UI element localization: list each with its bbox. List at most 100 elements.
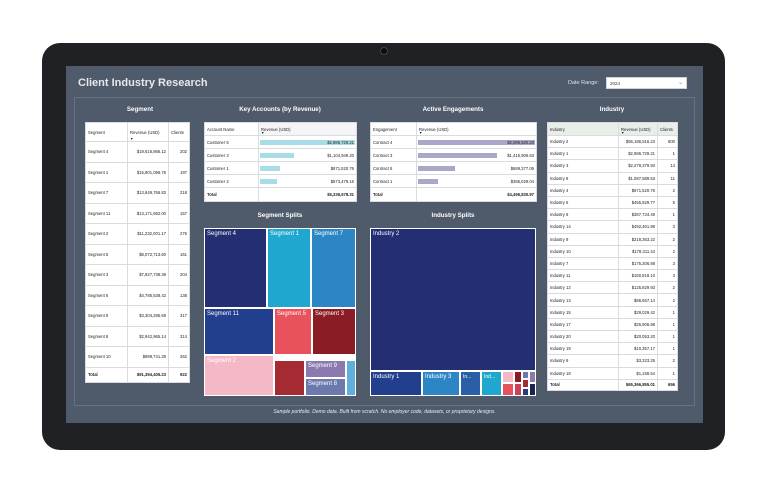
segment-revenue: $13,171,692.00 <box>127 202 169 224</box>
table-row[interactable]: Segment 10 $989,741.29 262 <box>85 346 190 368</box>
table-row[interactable]: Customer 5 $2,986,729.21 <box>204 135 357 149</box>
treemap-tile[interactable]: Segment 3 <box>312 308 356 355</box>
sort-down-icon: ▼ <box>130 137 134 141</box>
industry-revenue: $56,186,516.23 <box>618 134 658 149</box>
column-header-engagement[interactable]: Engagement <box>370 122 417 136</box>
column-header-segment[interactable]: Segment <box>85 122 128 142</box>
table-row[interactable]: Segment 4 $19,616,866.12 202 <box>85 141 190 163</box>
table-row[interactable]: Customer 3 $1,104,949.20 <box>204 148 357 162</box>
industry-name: Industry 15 <box>547 305 619 319</box>
segment-name: Segment 11 <box>85 202 128 224</box>
industry-revenue: $10,357.17 <box>618 342 658 356</box>
treemap-tile[interactable]: Segment 7 <box>311 228 356 308</box>
treemap-tile[interactable]: Segment 2 <box>204 355 274 396</box>
table-row[interactable]: Industry 1 $2,986,729.21 1 <box>547 147 678 161</box>
revenue-value: $385,029.04 <box>510 178 534 184</box>
table-row[interactable]: Industry 6 $387,734.49 1 <box>547 208 678 222</box>
table-row[interactable]: Customer 1 $671,520.76 <box>204 161 357 175</box>
table-row[interactable]: Contract 1 $385,029.04 <box>370 174 537 188</box>
table-row[interactable]: Segment 7 $13,649,766.83 218 <box>85 182 190 204</box>
table-row[interactable]: Industry 8 $1,087,589.53 11 <box>547 171 678 185</box>
treemap-tile[interactable]: Segment 11 <box>204 308 274 355</box>
industry-name: Industry 14 <box>547 220 619 234</box>
table-row[interactable]: Industry 5 $455,929.77 5 <box>547 195 678 210</box>
table-row[interactable]: Industry 2 $56,186,516.23 600 <box>547 134 678 149</box>
table-row[interactable]: Segment 11 $13,171,692.00 157 <box>85 202 190 224</box>
revenue-value: $1,415,906.63 <box>507 152 534 158</box>
industry-name: Industry 7 <box>547 256 619 271</box>
industry-clients: 1 <box>657 366 678 380</box>
date-range-select[interactable]: 2024 ⌄ <box>606 77 687 89</box>
treemap-tile[interactable]: Industry 3 <box>422 371 460 396</box>
table-row[interactable]: Industry 13 $86,657.14 2 <box>547 293 678 307</box>
table-row[interactable]: Industry 10 $178,311.44 2 <box>547 244 678 258</box>
revenue-bar <box>418 153 497 158</box>
treemap-tile[interactable]: Industry 2 <box>370 228 536 371</box>
table-row[interactable]: Industry 19 $10,357.17 1 <box>547 342 678 356</box>
industry-clients: 11 <box>657 171 678 185</box>
column-header-revenue[interactable]: Revenue (USD) ▼ <box>618 122 658 136</box>
column-header-clients[interactable]: Clients <box>168 122 190 142</box>
treemap-tile[interactable] <box>346 360 356 396</box>
industry-name: Industry 10 <box>547 244 619 258</box>
column-header-clients[interactable]: Clients <box>657 122 678 136</box>
table-row[interactable]: Segment 2 $11,232,001.17 276 <box>85 223 190 245</box>
table-row[interactable]: Segment 8 $2,942,965.14 314 <box>85 325 190 347</box>
treemap-tile[interactable] <box>522 379 529 388</box>
table-row[interactable]: Segment 5 $8,072,713.60 161 <box>85 243 190 265</box>
treemap-tile[interactable]: Segment 5 <box>274 308 312 355</box>
treemap-tile[interactable] <box>529 371 536 383</box>
treemap-tile[interactable] <box>514 371 522 383</box>
table-row[interactable]: Industry 11 $160,818.10 3 <box>547 269 678 283</box>
table-row[interactable]: Industry 14 $492,461.98 3 <box>547 220 678 234</box>
table-row[interactable]: Segment 6 $4,785,538.42 138 <box>85 284 190 306</box>
segment-revenue: $13,649,766.83 <box>127 182 169 204</box>
treemap-tile[interactable] <box>502 383 514 396</box>
treemap-tile[interactable]: Ind... <box>481 371 502 396</box>
industry-name: Industry 13 <box>547 293 619 307</box>
treemap-tile[interactable] <box>502 371 514 383</box>
segment-revenue: $11,232,001.17 <box>127 223 169 245</box>
table-row[interactable]: Segment 1 $15,801,096.76 197 <box>85 161 190 183</box>
table-row[interactable]: Segment 9 $3,304,285.69 317 <box>85 305 190 327</box>
table-row[interactable]: Customer 2 $573,479.16 <box>204 174 357 188</box>
table-row[interactable]: Industry 9 $3,323.25 2 <box>547 354 678 368</box>
treemap-tile[interactable]: Segment 9 <box>305 360 346 378</box>
treemap-tile[interactable] <box>529 383 536 396</box>
industry-name: Industry 11 <box>547 269 619 283</box>
industry-splits-treemap: Industry 2 Industry 1 Industry 3 In... Ind..… <box>370 228 536 396</box>
table-row[interactable]: Contract 3 $1,415,906.63 <box>370 148 537 162</box>
treemap-tile[interactable] <box>522 388 529 396</box>
table-row[interactable]: Segment 3 $7,827,738.39 204 <box>85 264 190 286</box>
table-row[interactable]: Industry 9 $218,363.22 2 <box>547 232 678 246</box>
industry-name: Industry 5 <box>547 195 619 210</box>
treemap-tile[interactable]: Segment 8 <box>305 378 346 396</box>
treemap-tile[interactable]: In... <box>460 371 481 396</box>
table-row[interactable]: Industry 20 $20,053.20 1 <box>547 329 678 344</box>
table-row[interactable]: Industry 12 $125,829.93 2 <box>547 281 678 295</box>
table-row[interactable]: Industry 18 $1,158.54 1 <box>547 366 678 380</box>
column-header-revenue[interactable]: Revenue (USD) ▼ <box>416 122 537 136</box>
sort-down-icon: ▼ <box>261 131 265 135</box>
table-row[interactable]: Contract 4 $2,086,520.23 <box>370 135 537 149</box>
revenue-value: $1,104,949.20 <box>327 152 354 158</box>
column-header-account-name[interactable]: Account Name <box>204 122 259 136</box>
column-header-industry[interactable]: Industry <box>547 122 619 136</box>
table-row[interactable]: Industry 17 $25,906.98 1 <box>547 317 678 332</box>
table-row[interactable]: Industry 3 $2,279,379.93 14 <box>547 159 678 173</box>
industry-revenue: $1,087,589.53 <box>618 171 658 185</box>
treemap-tile[interactable] <box>514 383 522 396</box>
table-row[interactable]: Contract 5 $689,377.06 <box>370 161 537 175</box>
table-row[interactable]: Industry 15 $29,029.42 1 <box>547 305 678 319</box>
treemap-tile[interactable]: Industry 1 <box>370 371 422 396</box>
treemap-tile[interactable]: Segment 4 <box>204 228 267 308</box>
industry-revenue: $492,461.98 <box>618 220 658 234</box>
treemap-tile[interactable] <box>522 371 529 379</box>
column-header-revenue[interactable]: Revenue (USD) ▼ <box>127 122 169 142</box>
table-row[interactable]: Industry 4 $671,520.76 2 <box>547 183 678 197</box>
column-header-revenue[interactable]: Revenue (USD) ▼ <box>258 122 357 136</box>
total-clients: 922 <box>168 366 190 383</box>
treemap-tile[interactable]: Segment 1 <box>267 228 311 308</box>
treemap-tile[interactable] <box>274 360 305 396</box>
table-row[interactable]: Industry 7 $175,306.88 3 <box>547 256 678 271</box>
